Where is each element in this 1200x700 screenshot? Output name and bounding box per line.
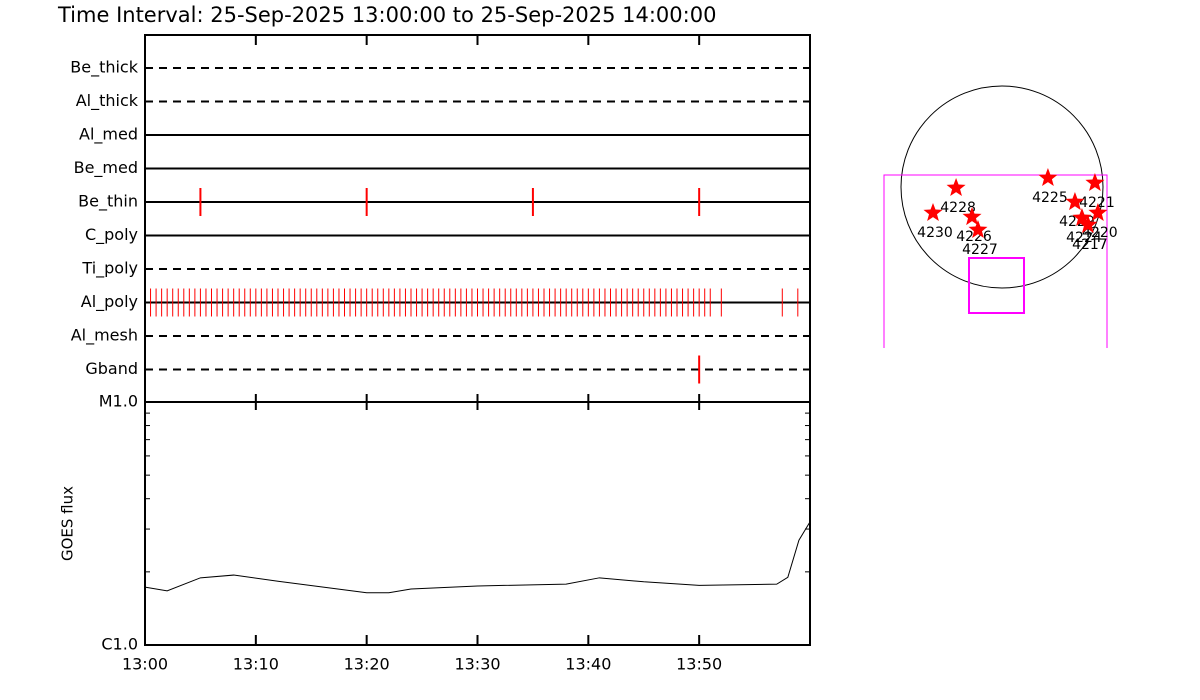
x-tick-label: 13:40 [565, 655, 611, 674]
title: Time Interval: 25-Sep-2025 13:00:00 to 2… [57, 3, 716, 27]
region-star [962, 206, 982, 226]
region-star [946, 177, 966, 197]
y-tick-label: C1.0 [101, 635, 138, 654]
y-tick-label: M1.0 [99, 392, 138, 411]
solar-disk [900, 85, 1104, 289]
region-star [1065, 191, 1085, 211]
region-label: 4228 [940, 200, 976, 216]
x-tick-label: 13:20 [344, 655, 390, 674]
goes-curve [144, 521, 811, 594]
region-label: 4217 [1072, 237, 1108, 253]
region-star [1038, 167, 1058, 187]
goes-frame [144, 401, 811, 646]
region-label: 4225 [1032, 190, 1068, 206]
row-label: Ti_poly [81, 259, 138, 279]
x-tick-label: 13:30 [454, 655, 500, 674]
row-label: Al_poly [81, 292, 138, 312]
row-label: Be_thin [78, 192, 138, 212]
region-star [968, 219, 988, 239]
fov-outline [883, 174, 1108, 348]
y-axis-label: GOES flux [59, 486, 77, 561]
row-label: Be_thick [70, 58, 138, 78]
region-label: 4224 [1066, 230, 1102, 246]
region-star [1078, 214, 1098, 234]
region-label: 4227 [962, 242, 998, 258]
region-star [923, 202, 943, 222]
x-tick-label: 13:00 [122, 655, 168, 674]
region-label: 4226 [956, 229, 992, 245]
region-label: 4230 [917, 225, 953, 241]
row-label: Al_mesh [71, 326, 138, 346]
x-tick-label: 13:50 [676, 655, 722, 674]
row-label: Be_med [74, 158, 138, 178]
row-label: Al_med [79, 125, 138, 145]
region-label: 4221 [1079, 195, 1115, 211]
row-label: Al_thick [76, 91, 139, 111]
timeline-frame [144, 34, 811, 403]
region-star [1088, 202, 1108, 222]
row-label: Gband [85, 359, 138, 378]
row-label: C_poly [85, 225, 138, 245]
region-star [1085, 172, 1105, 192]
region-star [1072, 207, 1092, 227]
target-box [968, 257, 1025, 314]
x-tick-label: 13:10 [233, 655, 279, 674]
